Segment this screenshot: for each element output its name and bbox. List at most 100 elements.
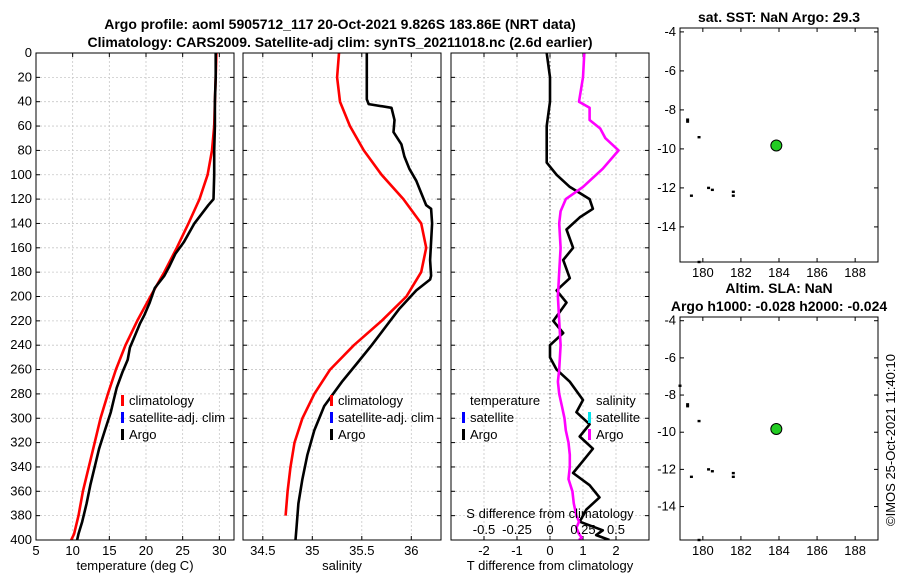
x-tick-label: 182 bbox=[730, 265, 752, 280]
argo-legend-label: Argo bbox=[338, 427, 365, 442]
y-tick-label: 220 bbox=[10, 313, 32, 328]
series-salinity-difference bbox=[556, 53, 620, 540]
y-tick-label: 400 bbox=[10, 532, 32, 547]
climatology-legend-label: climatology bbox=[129, 393, 195, 408]
temperature-argo-legend-label: Argo bbox=[470, 427, 497, 442]
x-tick-label: 34.5 bbox=[250, 543, 275, 558]
y-tick-label: 360 bbox=[10, 483, 32, 498]
x-tick-label: 25 bbox=[175, 543, 189, 558]
salinity-profile-panel: 34.5 35 35.5 36 salinity climatology satellite… bbox=[242, 52, 442, 573]
y-tick-label: 300 bbox=[10, 410, 32, 425]
x-tick-label: 186 bbox=[806, 543, 828, 558]
salinity-difference-axis-label: S difference from climatology bbox=[466, 506, 634, 521]
y-tick-label: -4 bbox=[664, 313, 676, 328]
climatology-legend-label: climatology bbox=[338, 393, 404, 408]
coastline-fragment bbox=[731, 194, 735, 197]
x-tick-label: 1 bbox=[579, 543, 586, 558]
coastline-fragment bbox=[707, 468, 711, 471]
salinity-satellite-legend-label: satellite bbox=[596, 410, 640, 425]
y-tick-label: 200 bbox=[10, 289, 32, 304]
y-tick-label: -8 bbox=[664, 387, 676, 402]
y-tick-label: 120 bbox=[10, 191, 32, 206]
x-tick-label: 188 bbox=[844, 265, 866, 280]
argo-legend-label: Argo bbox=[129, 427, 156, 442]
argo-position-marker bbox=[770, 422, 783, 435]
figure-timestamp: ©IMOS 25-Oct-2021 11:40:10 bbox=[883, 354, 898, 526]
x-tick-label: 184 bbox=[768, 265, 790, 280]
y-tick-label: -12 bbox=[657, 461, 676, 476]
x-axis-label: salinity bbox=[322, 558, 362, 573]
salinity-diff-tick-label: 0 bbox=[546, 522, 553, 537]
y-tick-label: -12 bbox=[657, 180, 676, 195]
coastline-fragment bbox=[710, 470, 714, 473]
coastline-fragment bbox=[697, 136, 701, 139]
x-tick-label: 20 bbox=[139, 543, 153, 558]
map-subtitle: Argo h1000: -0.028 h2000: -0.024 bbox=[671, 298, 888, 314]
coastline-fragment bbox=[710, 188, 714, 192]
coastline-fragment bbox=[689, 194, 693, 197]
satellite-adj-clim-legend-label: satellite-adj. clim bbox=[338, 410, 434, 425]
x-tick-label: 35 bbox=[305, 543, 319, 558]
x-tick-label: 10 bbox=[65, 543, 79, 558]
coastline-fragment bbox=[731, 475, 735, 479]
coastline-fragment bbox=[731, 471, 735, 475]
x-tick-label: 35.5 bbox=[349, 543, 374, 558]
temperature-satellite-legend-label: satellite bbox=[470, 410, 514, 425]
x-tick-label: -2 bbox=[478, 543, 490, 558]
y-tick-label: -10 bbox=[657, 141, 676, 156]
y-tick-label: 280 bbox=[10, 386, 32, 401]
y-tick-label: -6 bbox=[664, 350, 676, 365]
map-title: sat. SST: NaN Argo: 29.3 bbox=[698, 9, 860, 25]
x-tick-label: 180 bbox=[692, 543, 714, 558]
x-tick-label: 182 bbox=[730, 543, 752, 558]
difference-profile-panel: -2 -1 0 1 2T difference from climatology S di… bbox=[450, 52, 650, 573]
argo-legend-swatch bbox=[330, 429, 333, 440]
x-tick-label: 2 bbox=[612, 543, 619, 558]
series-group bbox=[284, 53, 434, 540]
y-tick-label: -14 bbox=[657, 499, 676, 514]
salinity-diff-tick-label: 0.25 bbox=[570, 522, 595, 537]
temperature-profile-panel: 0 20 40 60 80 100 120 140 160 180 200 220 240 260 280 3… bbox=[10, 45, 235, 573]
x-tick-label: -1 bbox=[511, 543, 523, 558]
y-tick-label: 140 bbox=[10, 215, 32, 230]
y-tick-label: 60 bbox=[18, 118, 32, 133]
temperature-satellite-legend-swatch bbox=[462, 412, 465, 423]
y-tick-label: -10 bbox=[657, 424, 676, 439]
x-tick-label: 30 bbox=[212, 543, 226, 558]
series-group bbox=[70, 53, 218, 540]
y-tick-label: 260 bbox=[10, 362, 32, 377]
x-tick-label: 180 bbox=[692, 265, 714, 280]
salinity-diff-tick-label: -0.25 bbox=[502, 522, 532, 537]
map-title: Altim. SLA: NaN bbox=[725, 280, 832, 296]
salinity-satellite-legend-swatch bbox=[588, 412, 591, 423]
satellite-adj-clim-legend-swatch bbox=[121, 412, 124, 423]
y-tick-label: -14 bbox=[657, 219, 676, 234]
coastline-fragment bbox=[689, 475, 693, 479]
x-tick-label: 15 bbox=[102, 543, 116, 558]
y-tick-label: 100 bbox=[10, 167, 32, 182]
argo-position-marker bbox=[770, 139, 783, 152]
y-tick-label: -8 bbox=[664, 102, 676, 117]
figure-title-line2: Climatology: CARS2009. Satellite-adj cli… bbox=[88, 34, 593, 50]
x-axis-label: T difference from climatology bbox=[467, 558, 634, 573]
coastline-fragment bbox=[686, 405, 690, 408]
climatology-legend-swatch bbox=[330, 395, 333, 406]
axes-frame bbox=[242, 52, 442, 541]
argo-legend-swatch bbox=[121, 429, 124, 440]
y-tick-label: 340 bbox=[10, 459, 32, 474]
satellite-adj-clim-legend-swatch bbox=[330, 412, 333, 423]
axes-frame bbox=[679, 27, 879, 263]
y-tick-label: -6 bbox=[664, 63, 676, 78]
coastline-fragment bbox=[686, 403, 690, 406]
salinity-argo-legend-swatch bbox=[588, 429, 591, 440]
coastline-fragment bbox=[686, 120, 690, 123]
y-tick-label: 0 bbox=[25, 45, 32, 60]
y-tick-label: 20 bbox=[18, 69, 32, 84]
coastline-fragment bbox=[731, 190, 735, 193]
axes-frame bbox=[679, 316, 879, 541]
y-tick-label: 240 bbox=[10, 337, 32, 352]
axes-frame bbox=[450, 52, 650, 541]
salinity-argo-legend-label: Argo bbox=[596, 427, 623, 442]
y-tick-label: -4 bbox=[664, 24, 676, 39]
